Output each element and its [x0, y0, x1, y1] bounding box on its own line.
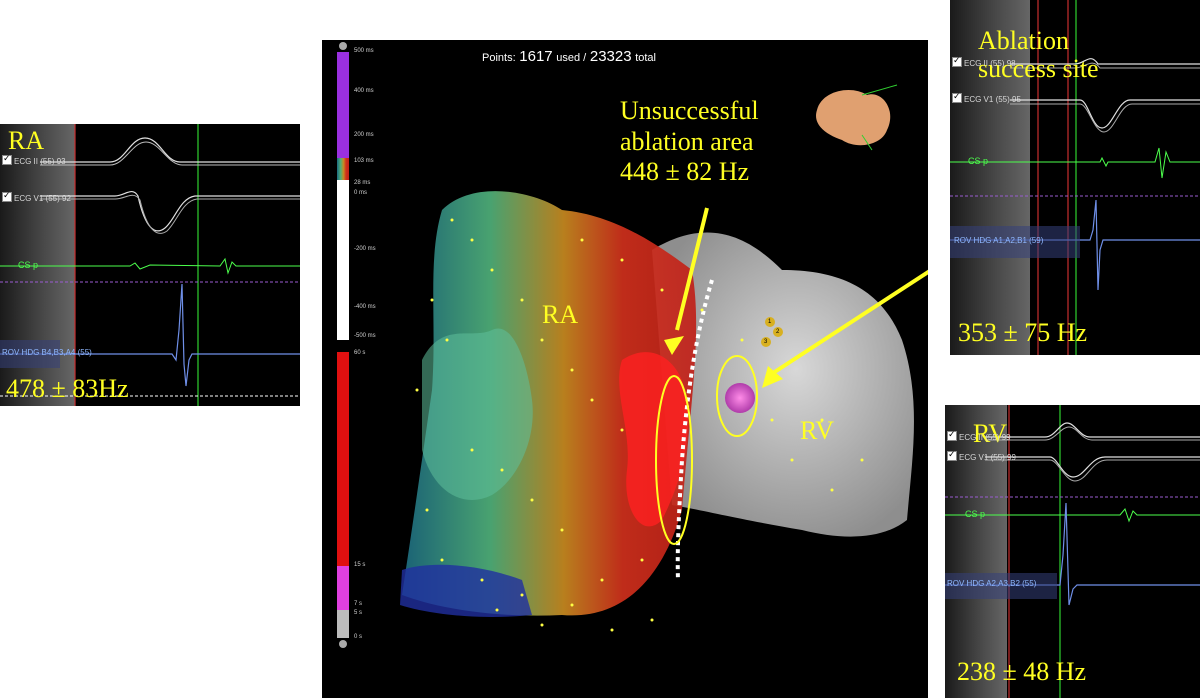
ra-surface [402, 191, 697, 616]
scale-label-minus500ms: -500 ms [354, 333, 376, 339]
heart-thumbnail [816, 90, 891, 146]
left-ecg-ii-label: ECG II (55) 93 [2, 153, 66, 166]
center-map-panel: Points: 1617 used / 23323 total 500 ms 4… [322, 40, 928, 698]
scale-label-500ms: 500 ms [354, 48, 374, 54]
scale-label-400ms: 400 ms [354, 88, 374, 94]
checkbox-icon[interactable] [952, 55, 962, 67]
checkbox-icon[interactable] [952, 91, 962, 103]
left-panel-traces [0, 124, 300, 406]
activation-map [337, 42, 928, 648]
left-frequency: 478 ± 83Hz [6, 374, 129, 403]
scale-label-minus200ms: -200 ms [354, 246, 376, 252]
right-top-shade [950, 0, 1030, 355]
right-top-traces [950, 0, 1200, 355]
right-top-rov-label: ROV HDG A1,A2,B1 (59) [954, 236, 1044, 245]
scale-label-7s: 7 s [354, 601, 363, 607]
scale-label-200ms: 200 ms [354, 132, 374, 138]
right-bottom-rov-label: ROV HDG A2,A3,B2 (55) [947, 579, 1037, 588]
right-top-frequency: 353 ± 75 Hz [958, 318, 1088, 347]
left-ecg-v1-label: ECG V1 (55) 92 [2, 190, 71, 203]
scale-label-15s: 15 s [354, 562, 366, 568]
marker-3: 3 [764, 339, 768, 345]
mapping-points [415, 218, 864, 632]
map-label-rv: RV [800, 416, 835, 445]
right-top-electrogram-panel: Ablation success site ECG II (55) 98 ECG… [950, 0, 1200, 355]
left-electrogram-panel: RA ECG II (55) 93 ECG V1 (55) 92 CS p RO… [0, 124, 300, 406]
scale-label-minus400ms: -400 ms [354, 304, 376, 310]
marker-2: 2 [776, 329, 780, 335]
scale-label-28ms: 28 ms [354, 180, 371, 186]
scale-label-0ms: 0 ms [354, 190, 368, 196]
rv-surface [652, 232, 914, 537]
map-label-ra: RA [542, 300, 579, 329]
scale-label-60s: 60 s [354, 350, 366, 356]
right-bottom-traces [945, 405, 1200, 698]
right-bottom-ecg-v1-label: ECG V1 (55) 99 [947, 449, 1016, 462]
scale-label-5s: 5 s [354, 610, 363, 616]
right-top-ecg-ii-label: ECG II (55) 98 [952, 55, 1016, 68]
checkbox-icon[interactable] [2, 153, 12, 165]
left-csp-label: CS p [18, 260, 39, 270]
annotation-unsuccessful: Unsuccessful ablation area 448 ± 82 Hz [620, 96, 759, 187]
scale-label-0s: 0 s [354, 634, 363, 640]
points-counter: Points: 1617 used / 23323 total [482, 48, 656, 65]
right-bottom-frequency: 238 ± 48 Hz [957, 657, 1087, 686]
right-bottom-electrogram-panel: RV ECG II (55) 99 ECG V1 (55) 99 CS p RO… [945, 405, 1200, 698]
right-bottom-chamber-label: RV [973, 419, 1008, 448]
right-top-ecg-v1-label: ECG V1 (55) 95 [952, 91, 1021, 104]
scale-label-103ms: 103 ms [354, 158, 374, 164]
right-top-title: Ablation success site [978, 26, 1099, 83]
left-chamber-label: RA [8, 126, 45, 155]
right-top-csp-label: CS p [968, 156, 989, 166]
marker-1: 1 [768, 319, 772, 325]
right-bottom-csp-label: CS p [965, 509, 986, 519]
right-bottom-ecg-ii-label: ECG II (55) 99 [947, 429, 1011, 442]
checkbox-icon[interactable] [947, 449, 957, 461]
checkbox-icon[interactable] [947, 429, 957, 441]
checkbox-icon[interactable] [2, 190, 12, 202]
left-rov-label: ROV HDG B4,B3,A4 (55) [2, 348, 92, 357]
